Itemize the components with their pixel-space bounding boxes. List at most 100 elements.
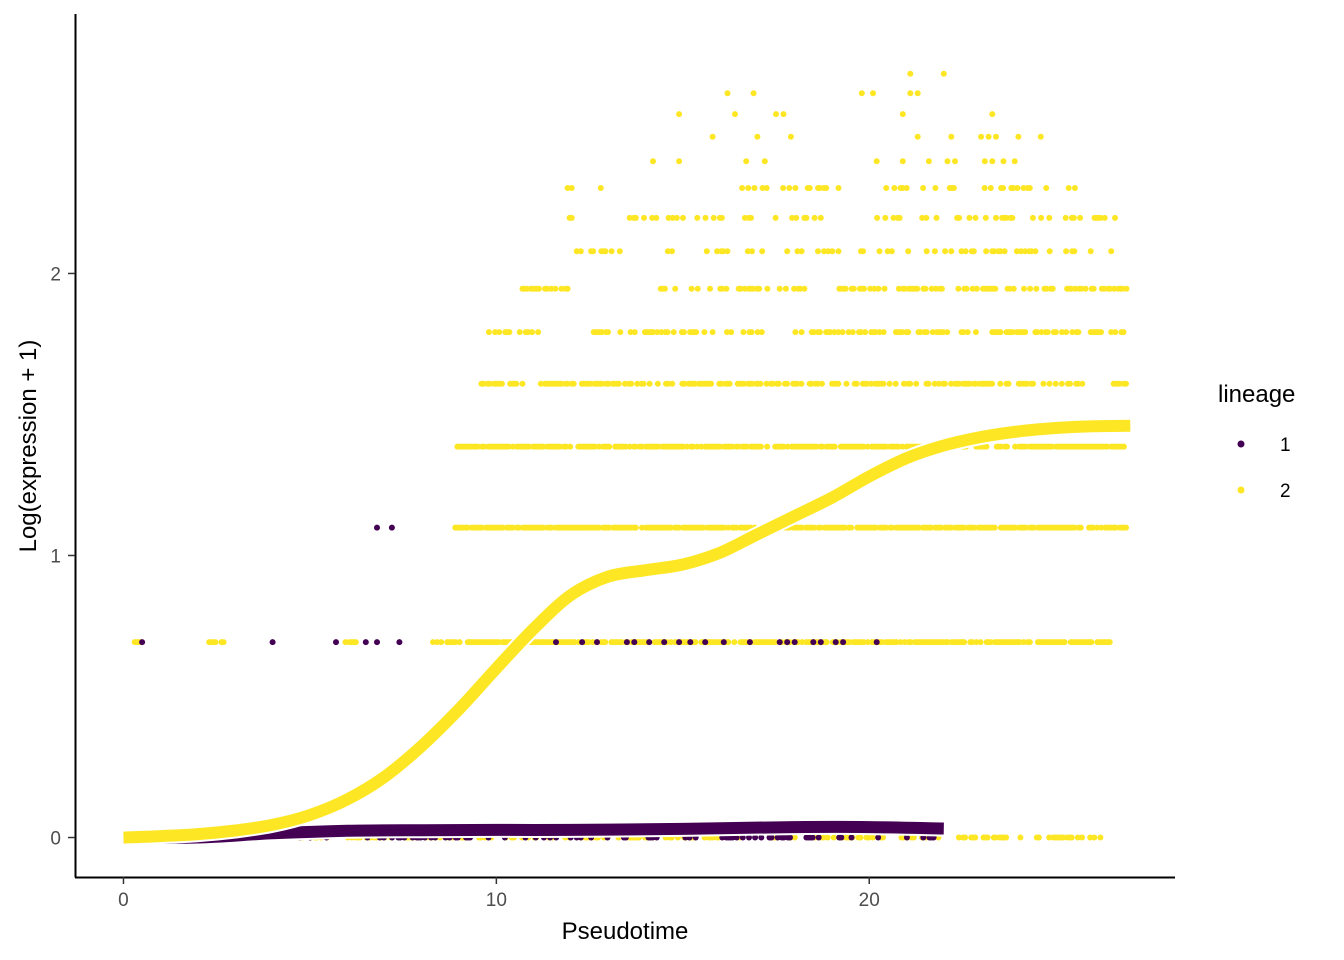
lineage-2-point [537,380,544,387]
lineage-1-point [832,639,839,646]
lineage-2-point [1006,285,1013,292]
lineage-2-point [940,329,947,336]
lineage-2-point [1020,185,1027,191]
lineage-2-point [731,639,738,646]
lineage-2-point [627,329,634,336]
lineage-2-point [808,380,815,387]
lineage-2-point [1026,639,1033,646]
lineage-1-point [720,639,727,646]
lineage-2-point [721,524,727,531]
lineage-2-point [743,158,750,165]
lineage-2-point [464,524,471,531]
lineage-1-point [746,639,753,646]
lineage-2-point [694,443,701,450]
lineage-2-point [1043,285,1050,292]
lineage-2-point [732,111,738,118]
lineage-2-point [1074,834,1081,841]
lineage-2-point [1108,248,1115,255]
lineage-2-point [708,380,715,387]
lineage-2-point [726,380,733,387]
lineage-2-point [801,285,808,292]
lineage-2-point [867,285,874,292]
lineage-2-point [925,158,932,165]
lineage-2-point [1026,185,1033,191]
lineage-2-point [874,214,881,221]
lineage-2-point [615,380,622,387]
lineage-2-point [891,185,898,191]
lineage-2-point [616,248,623,255]
lineage-2-point [831,443,838,450]
lineage-1-point [815,834,822,841]
lineage-2-point [548,524,555,531]
lineage-2-point [895,443,902,450]
lineage-2-point [754,133,761,140]
x-axis-title: Pseudotime [562,918,689,945]
lineage-2-point [989,158,996,165]
lineage-2-point [798,524,805,531]
lineage-2-point [585,639,592,646]
lineage-2-point [818,380,825,387]
lineage-2-point [871,285,878,292]
lineage-2-point [905,329,912,336]
lineage-2-point [858,329,864,336]
lineage-2-point [591,443,598,450]
lineage-2-point [1003,214,1010,221]
lineage-2-point [839,329,846,336]
lineage-2-point [948,248,955,255]
lineage-2-point [535,285,542,292]
lineage-2-point [1005,380,1012,387]
lineage-2-point [928,524,935,531]
lineage-2-point [1101,285,1107,292]
lineage-2-point [718,380,725,387]
lineage-2-point [860,639,867,646]
lineage-2-point [1120,329,1127,336]
lineage-2-point [857,834,864,841]
lineage-2-point [889,524,896,531]
lineage-2-point [897,639,904,646]
lineage-2-point [669,214,676,221]
lineage-1-point [810,639,817,646]
lineage-2-point [989,111,996,118]
lineage-2-point [932,185,939,191]
lineage-2-point [835,185,842,191]
lineage-2-point [718,214,725,221]
lineage-2-point [972,380,979,387]
lineage-2-point [1027,285,1034,292]
lineage-2-point [598,329,605,336]
lineage-2-point [640,380,647,387]
lineage-2-point [1078,285,1085,292]
lineage-2-point [925,380,932,387]
lineage-1-point [758,834,765,841]
lineage-2-point [608,248,615,255]
lineage-1-point [396,639,403,646]
lineage-2-point [886,380,893,387]
lineage-2-point [1062,214,1069,221]
lineage-2-point [568,185,575,191]
lineage-2-point [342,639,349,646]
lineage-2-point [523,285,530,292]
lineage-2-point [710,214,717,221]
lineage-2-point [1033,285,1040,292]
lineage-2-point [751,185,758,191]
lineage-2-point [791,834,798,841]
lineage-2-point [987,185,994,191]
lineage-2-point [498,380,505,387]
lineage-2-point [842,524,848,531]
lineage-2-point [700,524,707,531]
lineage-1-point [702,639,709,646]
lineage-2-point [1001,248,1008,255]
lineage-2-point [669,248,675,255]
lineage-2-point [978,133,985,140]
lineage-2-point [750,90,757,97]
lineage-2-point [780,443,787,450]
lineage-2-point [680,214,686,221]
lineage-2-point [1071,185,1078,191]
lineage-2-point [558,380,565,387]
lineage-2-point [969,639,976,646]
lineage-1-point [787,834,793,841]
lineage-2-point [1123,524,1129,531]
lineage-2-point [849,329,856,336]
lineage-2-point [962,834,969,841]
lineage-2-point [903,185,910,191]
